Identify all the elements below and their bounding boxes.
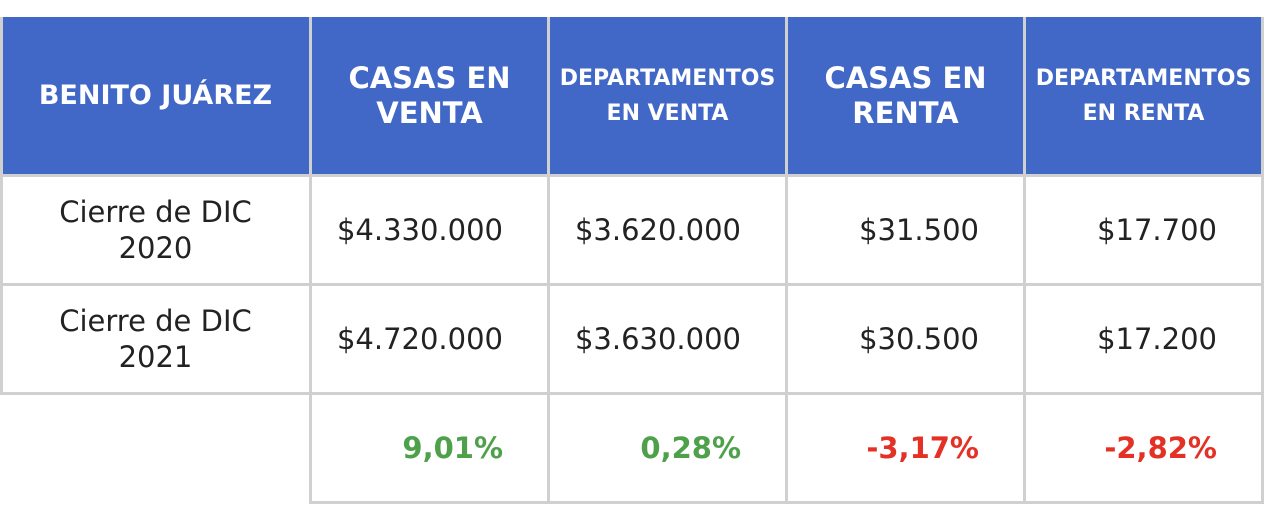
change-casas-renta: -3,17% [788,395,1023,501]
cell-text: $3.630.000 [574,322,741,356]
column-divider [547,17,550,504]
header-location: BENITO JUÁREZ [2,17,309,175]
change-text: -3,17% [866,431,979,465]
table-cell-value: $30.500 [788,286,1023,392]
cell-text: $4.720.000 [336,322,503,356]
cell-text: $30.500 [859,322,979,356]
row-divider [0,392,1264,395]
column-divider [1023,17,1026,504]
change-departamentos-venta: 0,28% [550,395,785,501]
header-casas-renta: CASAS EN RENTA [788,17,1023,175]
table-cell-value: $31.500 [788,177,1023,283]
header-departamentos-renta: DEPARTAMENTOS EN RENTA [1026,17,1261,175]
cell-text: $31.500 [859,213,979,247]
header-casas-renta-line2: RENTA [852,96,959,130]
change-text: 9,01% [402,431,503,465]
table-row-label: Cierre de DIC 2020 [2,177,309,283]
column-divider [1261,17,1264,504]
table-cell-value: $17.700 [1026,177,1261,283]
cell-text: $17.700 [1097,213,1217,247]
header-departamentos-renta-line1: DEPARTAMENTOS [1035,65,1252,91]
change-departamentos-renta: -2,82% [1026,395,1261,501]
header-departamentos-venta-line2: EN VENTA [606,101,729,126]
row-divider [0,283,1264,286]
header-casas-renta-line1: CASAS EN [824,60,987,95]
column-divider [785,17,788,504]
header-casas-venta: CASAS EN VENTA [312,17,547,175]
row-label-line2: 2020 [118,231,193,265]
cell-text: $4.330.000 [336,213,503,247]
header-casas-venta-line1: CASAS EN [348,60,511,95]
table-row-label: Cierre de DIC 2021 [2,286,309,392]
table-cell-value: $4.720.000 [312,286,547,392]
row-label-line1: Cierre de DIC [59,194,252,229]
table-cell-value: $3.630.000 [550,286,785,392]
header-departamentos-venta-line1: DEPARTAMENTOS [559,65,776,91]
row-label-line1: Cierre de DIC [59,303,252,338]
change-text: 0,28% [640,431,741,465]
change-casas-venta: 9,01% [312,395,547,501]
row-divider [0,174,1264,177]
row-label-line2: 2021 [118,340,193,374]
change-text: -2,82% [1104,431,1217,465]
header-departamentos-venta: DEPARTAMENTOS EN VENTA [550,17,785,175]
column-divider [0,17,3,395]
cell-text: $17.200 [1097,322,1217,356]
table-cell-value: $17.200 [1026,286,1261,392]
header-departamentos-renta-line2: EN RENTA [1082,101,1205,126]
table-cell-value: $4.330.000 [312,177,547,283]
cell-text: $3.620.000 [574,213,741,247]
column-divider [309,17,312,504]
header-location-label: BENITO JUÁREZ [38,79,273,111]
header-casas-venta-line2: VENTA [376,96,483,130]
table-cell-value: $3.620.000 [550,177,785,283]
